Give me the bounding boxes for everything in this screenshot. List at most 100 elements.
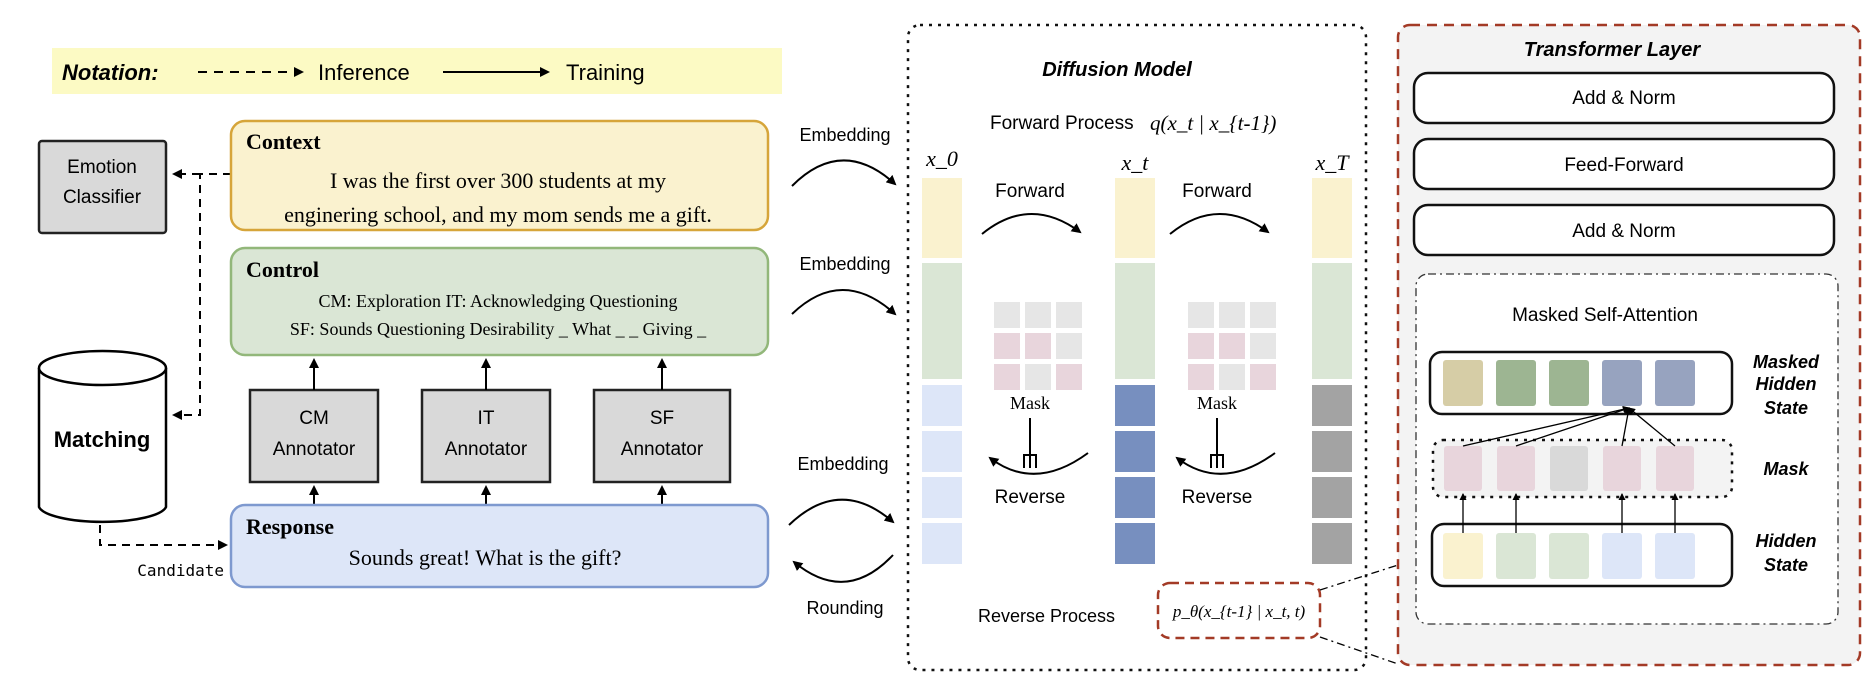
- latent-response-token: [1115, 385, 1155, 426]
- cm-annotator-box: CM Annotator: [248, 388, 380, 484]
- reverse-arrows: [988, 418, 1276, 475]
- masked-self-attention-title: Masked Self-Attention: [1512, 305, 1698, 326]
- mask-cell: [1056, 333, 1082, 359]
- matching-database: Matching: [37, 349, 168, 524]
- reverse-label: Reverse: [1182, 487, 1253, 508]
- layer-label: Add & Norm: [1572, 88, 1675, 109]
- latent-context-segment: [1312, 178, 1352, 258]
- latent-response-token: [1312, 385, 1352, 426]
- feed-forward-layer: Feed-Forward: [1412, 137, 1836, 191]
- hidden-state-cell: [1602, 533, 1642, 579]
- zoom-connectors: [1319, 564, 1399, 665]
- masked-hidden-state-cell: [1655, 360, 1695, 406]
- hidden-state-label: Hidden: [1756, 531, 1817, 551]
- matching-label: Matching: [54, 427, 151, 452]
- mask-cell: [1188, 302, 1214, 328]
- x0-label: x_0: [925, 146, 958, 171]
- latent-response-token: [922, 431, 962, 472]
- latent-context-segment: [922, 178, 962, 258]
- emotion-classifier-box: Emotion Classifier: [37, 139, 168, 235]
- attention-arrow: [1515, 406, 1630, 447]
- mask-cell: [994, 333, 1020, 359]
- mask-cell: [1497, 446, 1535, 491]
- mask-cell: [1025, 364, 1051, 390]
- layer-label: Add & Norm: [1572, 221, 1675, 242]
- mask-cell: [994, 302, 1020, 328]
- training-label: Training: [566, 60, 645, 85]
- attention-arrow: [1621, 407, 1632, 447]
- rounding-label: Rounding: [806, 598, 883, 618]
- hidden-state-cell: [1443, 533, 1483, 579]
- annotator-line2: Annotator: [445, 439, 528, 460]
- latent-context-segment: [1115, 178, 1155, 258]
- forward-process-label: Forward Process: [990, 113, 1134, 134]
- attention-arrow: [1462, 405, 1630, 447]
- transformer-layer-panel: Transformer Layer Add & Norm Feed-Forwar…: [1396, 23, 1862, 667]
- context-text-line2: enginering school, and my mom sends me a…: [284, 202, 712, 227]
- attention-arrow: [1628, 407, 1676, 447]
- annotator-line1: CM: [299, 408, 329, 429]
- forward-label: Forward: [995, 181, 1065, 202]
- annotator-line1: SF: [650, 408, 674, 429]
- inference-connectors: [99, 169, 231, 550]
- mask-cell: [1025, 302, 1051, 328]
- annotator-arrows: [309, 358, 667, 505]
- mask-cell: [1219, 364, 1245, 390]
- reverse-label: Reverse: [995, 487, 1066, 508]
- hidden-state-cell: [1496, 533, 1536, 579]
- latent-response-token: [922, 523, 962, 564]
- embedding-label: Embedding: [799, 125, 890, 145]
- reverse-process-label: Reverse Process: [978, 606, 1115, 626]
- masked-hidden-state-label: State: [1764, 398, 1808, 418]
- layer-label: Feed-Forward: [1564, 155, 1683, 176]
- hidden-state-label: State: [1764, 555, 1808, 575]
- control-text-line1: CM: Exploration IT: Acknowledging Questi…: [318, 291, 677, 311]
- response-box: Response Sounds great! What is the gift?: [229, 503, 770, 589]
- transformer-layer-title: Transformer Layer: [1524, 39, 1702, 61]
- masked-hidden-state-cell: [1549, 360, 1589, 406]
- embedding-label: Embedding: [799, 254, 890, 274]
- latent-control-segment: [1312, 263, 1352, 379]
- control-title: Control: [246, 257, 319, 282]
- mask-cell: [1250, 302, 1276, 328]
- masked-hidden-state-cell: [1443, 360, 1483, 406]
- mask-cell: [1056, 364, 1082, 390]
- embedding-label: Embedding: [797, 454, 888, 474]
- masked-hidden-state-cell: [1496, 360, 1536, 406]
- mask-cell: [1603, 446, 1641, 491]
- annotator-line1: IT: [478, 408, 495, 429]
- mask-cell: [1250, 364, 1276, 390]
- control-box: Control CM: Exploration IT: Acknowledgin…: [229, 246, 770, 357]
- mask-cell: [1219, 302, 1245, 328]
- xT-label: x_T: [1315, 150, 1351, 175]
- annotator-line2: Annotator: [273, 439, 356, 460]
- mask-label: Mask: [1197, 393, 1237, 413]
- mask-row-label: Mask: [1763, 459, 1809, 479]
- latent-control-segment: [1115, 263, 1155, 379]
- latent-response-token: [1115, 431, 1155, 472]
- latent-response-token: [1312, 523, 1352, 564]
- sf-annotator-box: SF Annotator: [592, 388, 732, 484]
- add-norm-layer: Add & Norm: [1412, 203, 1836, 257]
- annotator-line2: Annotator: [621, 439, 704, 460]
- emotion-classifier-line2: Classifier: [63, 187, 142, 208]
- mask-cell: [1656, 446, 1694, 491]
- inference-label: Inference: [318, 60, 410, 85]
- mask-cell: [994, 364, 1020, 390]
- annotators: CM Annotator IT Annotator SF Annotator: [248, 358, 732, 505]
- latent-response-token: [922, 477, 962, 518]
- mask-cell: [1250, 333, 1276, 359]
- masked-hidden-state-label: Hidden: [1756, 374, 1817, 394]
- context-title: Context: [246, 129, 321, 154]
- rounding-arrow: [792, 554, 894, 583]
- reverse-formula-box: [1156, 581, 1322, 640]
- xt-label: x_t: [1121, 150, 1150, 175]
- context-box: Context I was the first over 300 student…: [229, 119, 770, 232]
- diffusion-model-title: Diffusion Model: [1042, 59, 1192, 81]
- response-text: Sounds great! What is the gift?: [349, 545, 622, 570]
- forward-arrows: [981, 213, 1270, 235]
- notation-label: Notation:: [62, 60, 159, 85]
- emotion-classifier-line1: Emotion: [67, 157, 137, 178]
- attention-row-labels: Masked Hidden State Mask Hidden State: [1753, 352, 1820, 575]
- latent-response-token: [1312, 477, 1352, 518]
